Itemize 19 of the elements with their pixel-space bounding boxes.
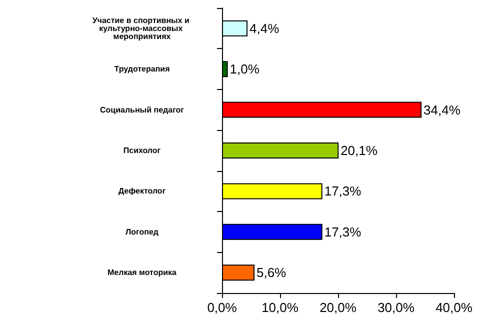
data-label: 20,1% [340,143,378,158]
y-tick-label: Психолог [123,146,162,155]
y-tick-label: Логопед [126,227,158,236]
data-label: 34,4% [424,102,461,118]
y-tick-label: Участие в спортивных и культурно-массовых мероприятиях [92,16,192,41]
y-tick-label: Мелкая моторика [108,268,178,278]
y-tick-label: Трудотерапия [114,64,170,74]
data-label: 5,6% [256,265,287,280]
x-tick-label: 0,0% [207,300,238,315]
data-label: 1,0% [230,62,260,77]
x-tick-label: 20,0% [320,300,357,315]
y-tick-label: Социальный педагог [100,105,185,114]
x-tick-label: 30,0% [378,300,415,315]
data-label: 17,3% [324,184,362,199]
data-label: 17,3% [324,224,362,240]
y-tick-label: Дефектолог [118,186,166,196]
x-tick-label: 40,0% [436,300,473,315]
x-tick-label: 10,0% [262,300,299,315]
data-label: 4,4% [250,20,280,36]
